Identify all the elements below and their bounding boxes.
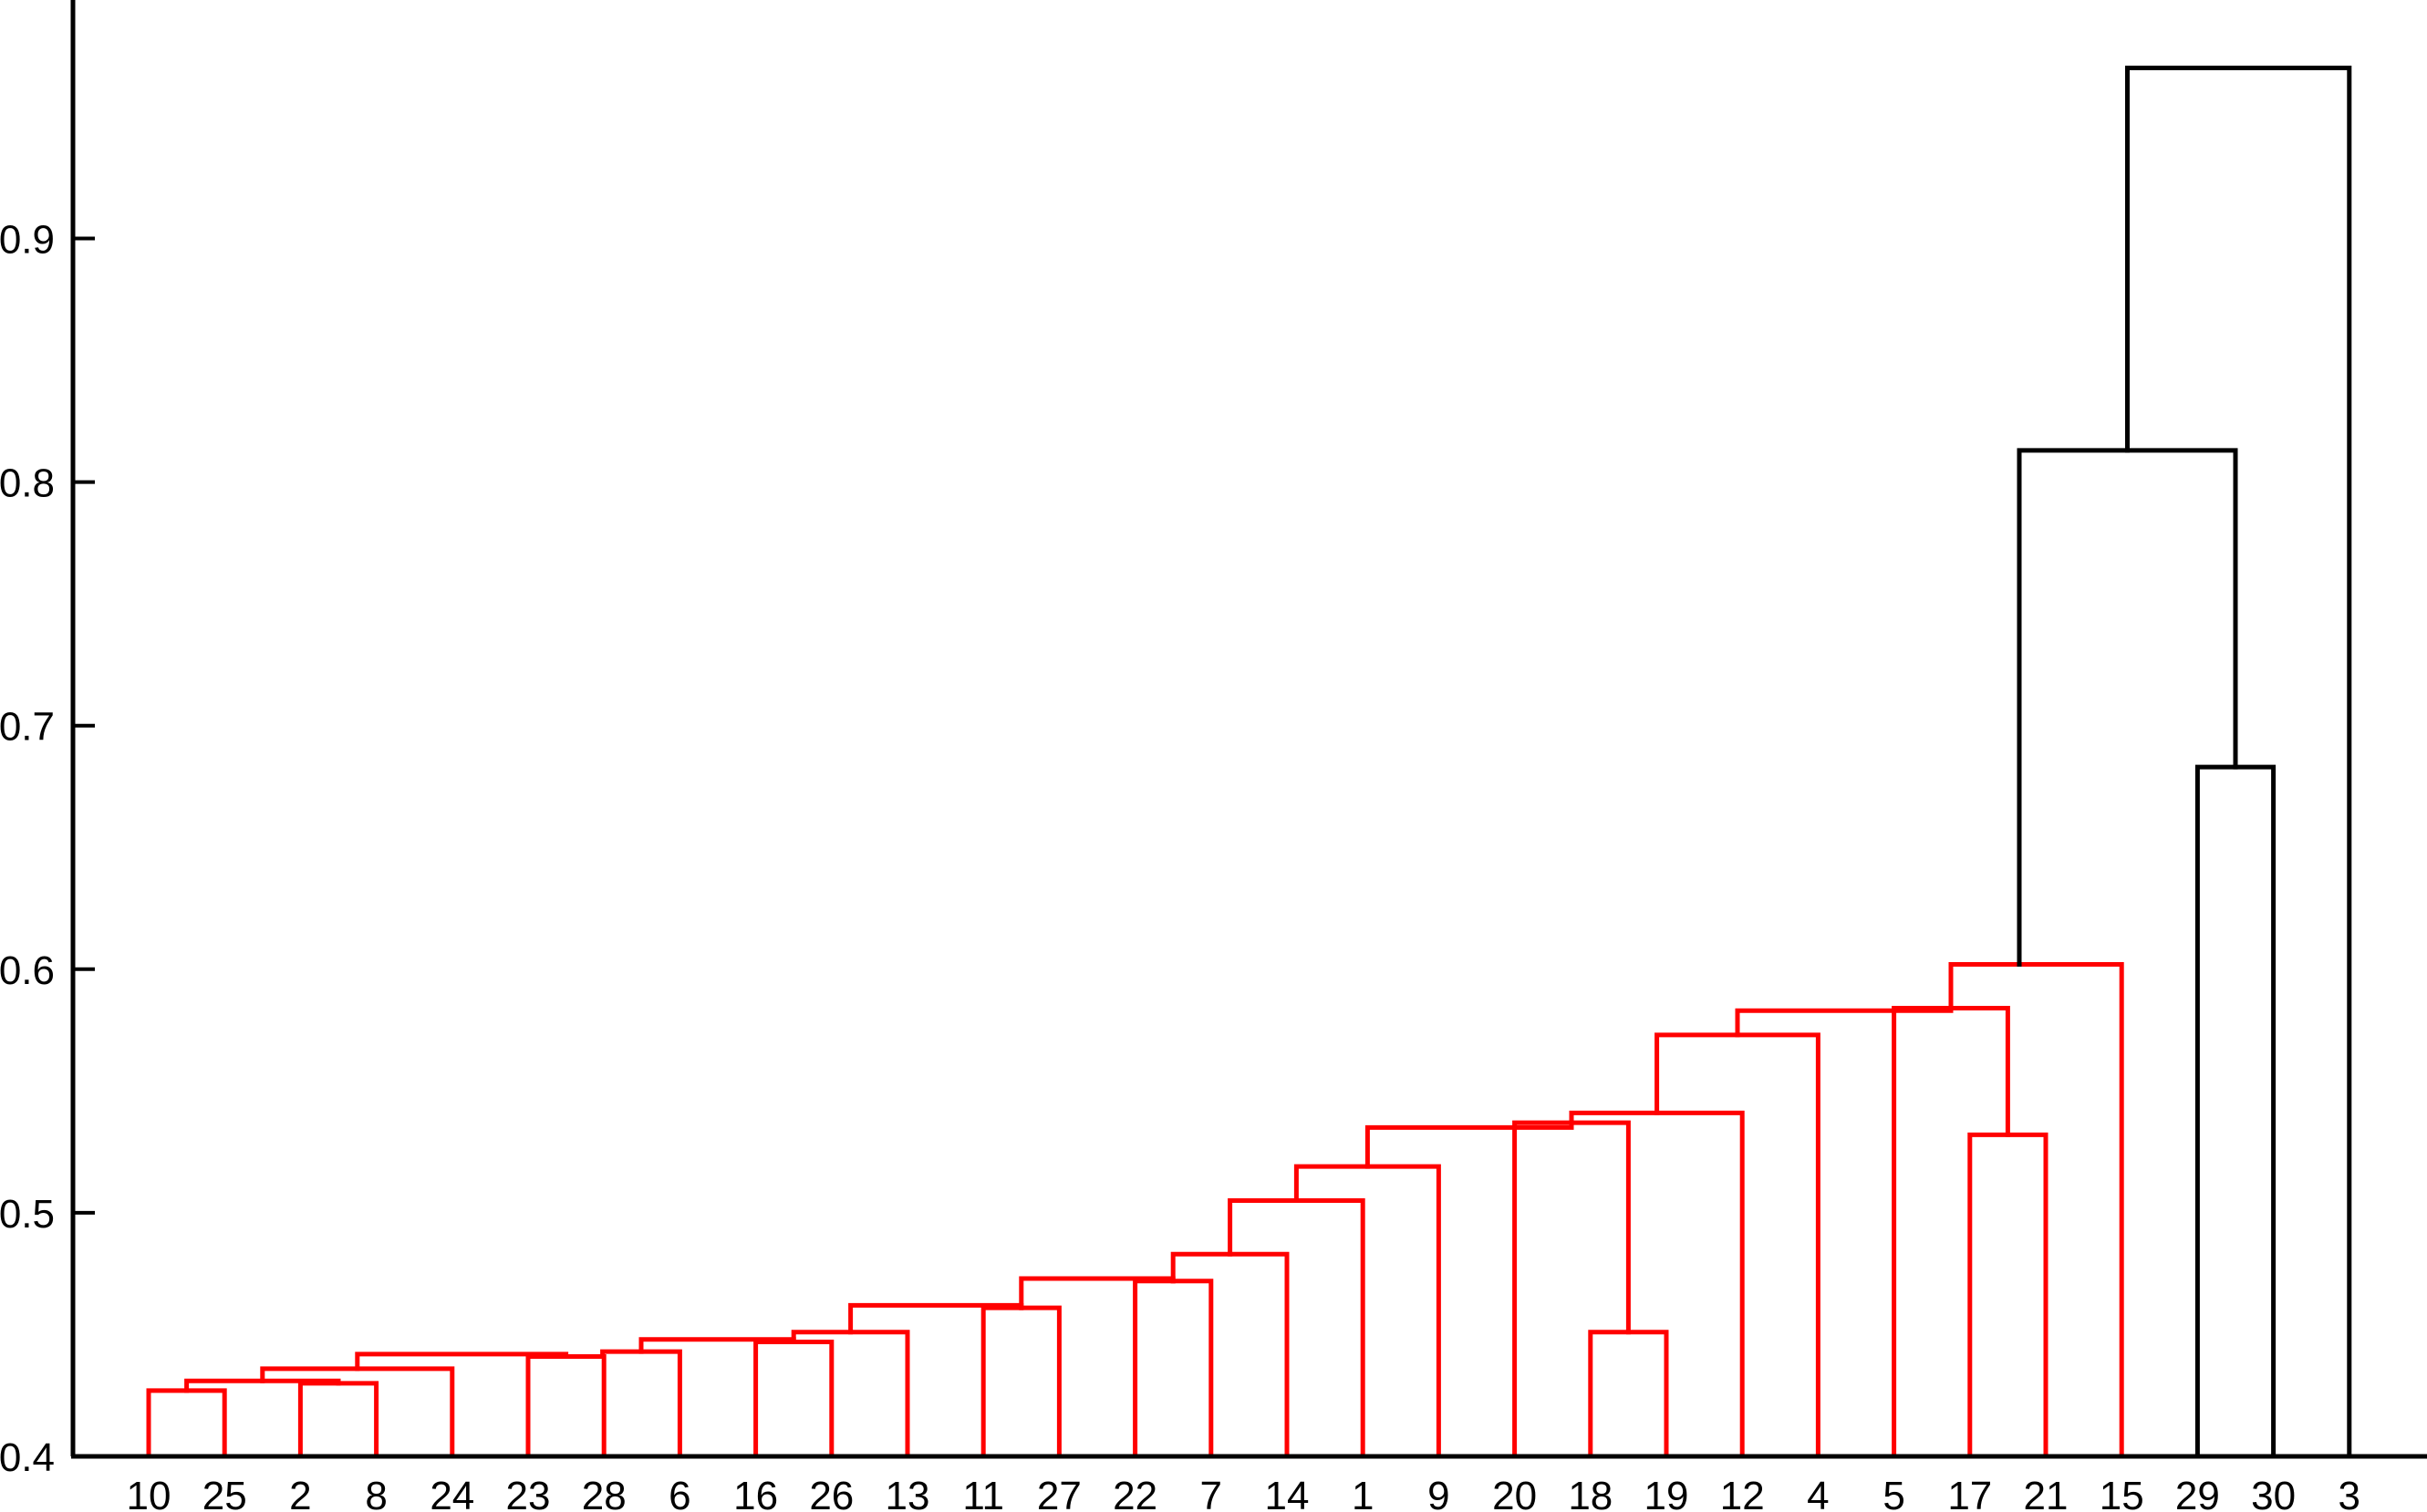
x-tick-label: 21 — [2024, 1474, 2069, 1512]
dendrogram-link-25 — [1948, 961, 2124, 1459]
dendrogram-link-0 — [146, 1388, 227, 1459]
x-tick-label: 3 — [2339, 1474, 2360, 1512]
x-tick-label: 30 — [2251, 1474, 2296, 1512]
dendrogram-link-27 — [2017, 448, 2238, 967]
dendrogram-link-16 — [1293, 1164, 1441, 1459]
dendrogram-link-28 — [2125, 66, 2352, 1459]
x-tick-label: 16 — [733, 1474, 778, 1512]
dendrogram-link-20 — [1569, 1110, 1745, 1459]
dendrogram-link-21 — [1654, 1032, 1820, 1459]
x-tick-label: 6 — [669, 1474, 690, 1512]
y-tick-label: 0.6 — [0, 948, 55, 993]
x-tick-labels: 10 25 2 8 24 23 28 6 16 26 13 11 27 22 7 14 1 9 20 18 19 12 4 5… — [127, 1474, 2361, 1512]
x-tick-label: 17 — [1947, 1474, 1992, 1512]
x-tick-label: 4 — [1807, 1474, 1829, 1512]
dendrogram-link-17 — [1364, 1120, 1574, 1169]
y-tick-label: 0.9 — [0, 218, 55, 263]
y-tick-label: 0.7 — [0, 705, 55, 750]
x-tick-label: 5 — [1882, 1474, 1904, 1512]
x-tick-label: 18 — [1568, 1474, 1613, 1512]
dendrogram-link-19 — [1512, 1120, 1631, 1459]
dendrogram-link-14 — [1170, 1251, 1290, 1459]
x-tick-label: 23 — [506, 1474, 551, 1512]
x-tick-label: 12 — [1720, 1474, 1765, 1512]
dendrogram-link-23 — [1892, 1006, 2010, 1459]
dendrogram-link-7 — [753, 1339, 835, 1459]
dendrogram-link-12 — [1133, 1279, 1214, 1459]
x-tick-label: 27 — [1037, 1474, 1082, 1512]
x-tick-label: 2 — [289, 1474, 311, 1512]
x-tick-label: 25 — [202, 1474, 247, 1512]
x-tick-label: 14 — [1265, 1474, 1310, 1512]
dendrogram-link-26 — [2194, 764, 2277, 1459]
y-tick-label: 0.8 — [0, 461, 55, 506]
dendrogram-link-15 — [1228, 1198, 1365, 1459]
x-tick-label: 29 — [2175, 1474, 2220, 1512]
x-tick-label: 22 — [1113, 1474, 1157, 1512]
y-tick-label: 0.4 — [0, 1435, 55, 1480]
x-tick-label: 19 — [1644, 1474, 1689, 1512]
dendrogram-link-10 — [980, 1305, 1062, 1459]
dendrogram-link-22 — [1967, 1132, 2048, 1459]
dendrogram-link-18 — [1588, 1330, 1669, 1459]
x-tick-label: 8 — [365, 1474, 387, 1512]
x-tick-label: 1 — [1352, 1474, 1374, 1512]
x-tick-label: 11 — [962, 1474, 1004, 1512]
y-ticks: 0.4 0.5 0.6 0.7 0.8 0.9 — [0, 218, 95, 1480]
x-tick-label: 24 — [430, 1474, 474, 1512]
dendrogram-link-24 — [1735, 1006, 1954, 1038]
x-tick-label: 13 — [886, 1474, 930, 1512]
x-tick-label: 15 — [2100, 1474, 2144, 1512]
x-tick-label: 26 — [809, 1474, 854, 1512]
axes — [70, 0, 2427, 1459]
x-tick-label: 7 — [1200, 1474, 1222, 1512]
x-tick-label: 28 — [582, 1474, 627, 1512]
x-tick-label: 10 — [127, 1474, 171, 1512]
dendrogram-links — [146, 66, 2352, 1459]
y-tick-label: 0.5 — [0, 1192, 55, 1237]
dendrogram-link-5 — [355, 1351, 569, 1372]
dendrogram-link-6 — [600, 1349, 682, 1459]
x-tick-label: 20 — [1492, 1474, 1537, 1512]
dendrogram-link-1 — [297, 1381, 379, 1459]
dendrogram-link-4 — [525, 1353, 607, 1459]
dendrogram-link-9 — [791, 1330, 910, 1459]
x-tick-label: 9 — [1427, 1474, 1449, 1512]
